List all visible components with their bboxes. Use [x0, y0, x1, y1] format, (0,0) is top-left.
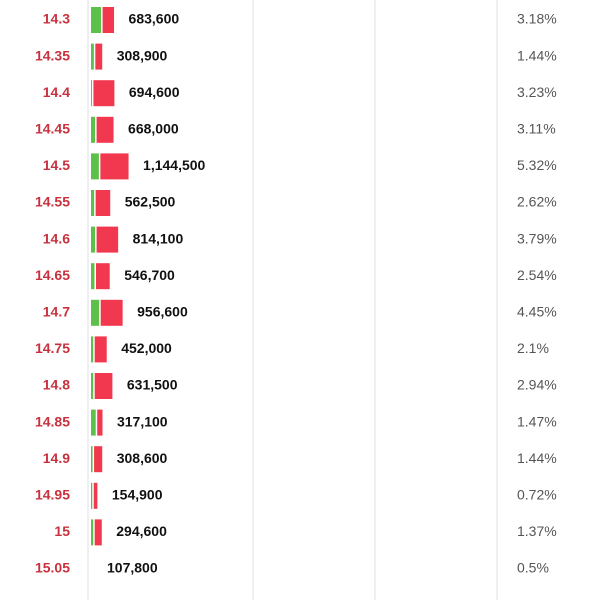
percent: 3.18%	[517, 11, 557, 27]
buy-bar	[91, 7, 102, 33]
price: 14.4	[43, 84, 70, 100]
price: 14.75	[35, 340, 70, 356]
percent: 3.23%	[517, 84, 557, 100]
volume: 452,000	[121, 340, 172, 356]
price: 14.5	[43, 157, 70, 173]
sell-bar	[94, 519, 102, 546]
percent: 1.44%	[517, 47, 557, 63]
price: 14.45	[35, 121, 70, 137]
buy-bar	[91, 336, 94, 363]
price: 14.8	[43, 377, 70, 393]
volume: 956,600	[137, 304, 188, 320]
volume: 562,500	[125, 194, 176, 210]
volume: 154,900	[112, 487, 163, 503]
buy-bar	[91, 299, 100, 326]
price: 15.05	[35, 560, 70, 576]
buy-bar	[91, 226, 96, 253]
price: 14.9	[43, 450, 70, 466]
sell-bar	[97, 409, 103, 436]
buy-bar	[91, 373, 94, 399]
percent: 2.94%	[517, 377, 557, 393]
buy-bar	[91, 519, 94, 546]
price: 14.85	[35, 413, 70, 429]
percent: 2.62%	[517, 194, 557, 210]
sell-bar	[102, 7, 115, 33]
volume: 668,000	[128, 121, 179, 137]
percent: 1.44%	[517, 450, 557, 466]
volume: 694,600	[129, 84, 180, 100]
sell-bar	[96, 226, 119, 253]
sell-bar	[94, 446, 103, 473]
buy-bar	[91, 409, 96, 436]
price: 14.95	[35, 487, 70, 503]
price: 14.55	[35, 194, 70, 210]
percent: 1.47%	[517, 413, 557, 429]
sell-bar	[100, 153, 129, 180]
sell-bar	[95, 43, 103, 70]
buy-bar	[91, 116, 96, 143]
buy-bar	[91, 43, 94, 70]
percent: 2.1%	[517, 340, 549, 356]
buy-bar	[91, 263, 95, 290]
volume: 631,500	[127, 377, 178, 393]
volume: 1,144,500	[143, 157, 205, 173]
sell-bar	[93, 482, 98, 509]
price: 14.6	[43, 230, 70, 246]
volume: 683,600	[129, 11, 180, 27]
percent: 5.32%	[517, 157, 557, 173]
price: 15	[54, 523, 70, 539]
price: 14.65	[35, 267, 70, 283]
buy-bar	[91, 190, 95, 216]
volume: 294,600	[116, 523, 167, 539]
volume: 546,700	[124, 267, 175, 283]
volume: 814,100	[133, 230, 184, 246]
buy-bar	[91, 482, 93, 509]
percent: 3.79%	[517, 230, 557, 246]
price: 14.35	[35, 47, 70, 63]
sell-bar	[100, 299, 123, 326]
percent: 3.11%	[517, 121, 556, 137]
percent: 0.5%	[517, 560, 549, 576]
volume: 107,800	[107, 560, 158, 576]
sell-bar	[95, 190, 111, 216]
sell-bar	[96, 116, 114, 143]
price: 14.3	[43, 11, 70, 27]
volume: 308,600	[117, 450, 168, 466]
volume: 317,100	[117, 413, 168, 429]
buy-bar	[91, 446, 93, 473]
buy-bar	[91, 80, 92, 107]
sell-bar	[94, 373, 113, 399]
buy-bar	[91, 153, 99, 180]
percent: 1.37%	[517, 523, 557, 539]
price: 14.7	[43, 304, 70, 320]
percent: 4.45%	[517, 304, 557, 320]
percent: 2.54%	[517, 267, 557, 283]
sell-bar	[95, 263, 110, 290]
percent: 0.72%	[517, 487, 557, 503]
sell-bar	[94, 336, 107, 363]
sell-bar	[93, 80, 115, 107]
volume: 308,900	[117, 47, 168, 63]
